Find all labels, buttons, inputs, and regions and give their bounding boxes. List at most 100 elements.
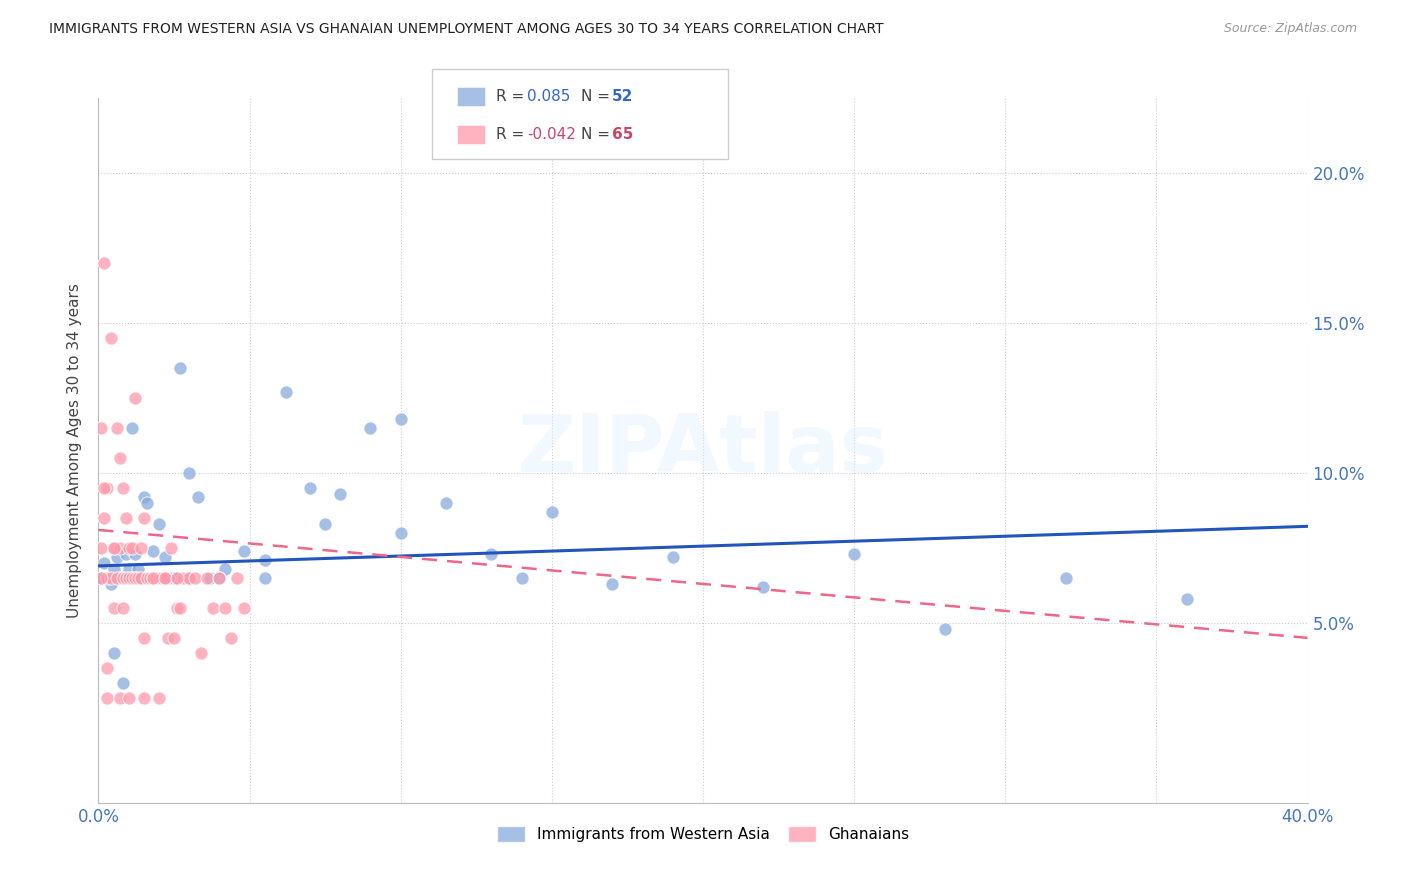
- Point: [114, 511, 136, 525]
- Point: [121, 571, 143, 585]
- Point: [481, 547, 503, 561]
- Point: [169, 600, 191, 615]
- Point: [602, 577, 624, 591]
- Point: [179, 466, 201, 480]
- Point: [96, 571, 118, 585]
- Point: [108, 450, 131, 465]
- Point: [103, 541, 125, 555]
- Point: [540, 505, 562, 519]
- Point: [156, 631, 179, 645]
- Point: [121, 541, 143, 555]
- Point: [127, 571, 149, 585]
- Point: [96, 481, 118, 495]
- Y-axis label: Unemployment Among Ages 30 to 34 years: Unemployment Among Ages 30 to 34 years: [67, 283, 83, 618]
- Point: [148, 516, 170, 531]
- Point: [208, 571, 231, 585]
- Point: [139, 571, 162, 585]
- Text: R =: R =: [496, 89, 530, 104]
- Point: [108, 571, 131, 585]
- Point: [90, 571, 112, 585]
- Text: 65: 65: [612, 127, 633, 142]
- Point: [214, 562, 236, 576]
- Point: [124, 547, 146, 561]
- Point: [253, 553, 276, 567]
- Point: [118, 562, 141, 576]
- Text: N =: N =: [581, 127, 614, 142]
- Point: [108, 541, 131, 555]
- Point: [389, 525, 412, 540]
- Text: ZIPAtlas: ZIPAtlas: [517, 411, 889, 490]
- Point: [195, 571, 218, 585]
- Text: R =: R =: [496, 127, 530, 142]
- Point: [114, 547, 136, 561]
- Point: [90, 571, 112, 585]
- Point: [179, 571, 201, 585]
- Point: [132, 690, 155, 705]
- Point: [90, 541, 112, 555]
- Point: [232, 544, 254, 558]
- Point: [314, 516, 336, 531]
- Point: [221, 631, 243, 645]
- Point: [232, 600, 254, 615]
- Point: [253, 571, 276, 585]
- Point: [153, 571, 176, 585]
- Point: [142, 571, 165, 585]
- Point: [118, 571, 141, 585]
- Point: [96, 690, 118, 705]
- Point: [434, 496, 457, 510]
- Point: [93, 511, 115, 525]
- Point: [103, 646, 125, 660]
- Text: Source: ZipAtlas.com: Source: ZipAtlas.com: [1223, 22, 1357, 36]
- Point: [118, 541, 141, 555]
- Point: [108, 690, 131, 705]
- Point: [844, 547, 866, 561]
- Point: [208, 571, 231, 585]
- Point: [214, 600, 236, 615]
- Point: [163, 631, 186, 645]
- Point: [172, 571, 194, 585]
- Point: [103, 562, 125, 576]
- Point: [187, 490, 209, 504]
- Text: 0.085: 0.085: [527, 89, 571, 104]
- Point: [145, 571, 167, 585]
- Point: [129, 541, 152, 555]
- Point: [100, 577, 122, 591]
- Point: [139, 571, 162, 585]
- Point: [274, 384, 297, 399]
- Point: [132, 631, 155, 645]
- Point: [150, 571, 173, 585]
- Point: [132, 490, 155, 504]
- Point: [105, 421, 128, 435]
- Text: -0.042: -0.042: [527, 127, 576, 142]
- Point: [200, 571, 222, 585]
- Point: [934, 622, 956, 636]
- Point: [100, 571, 122, 585]
- Point: [124, 571, 146, 585]
- Point: [329, 487, 352, 501]
- Point: [661, 549, 683, 564]
- Point: [111, 571, 134, 585]
- Point: [124, 571, 146, 585]
- Point: [142, 571, 165, 585]
- Point: [148, 690, 170, 705]
- Point: [166, 571, 188, 585]
- Point: [202, 600, 225, 615]
- Point: [100, 331, 122, 345]
- Point: [93, 556, 115, 570]
- Point: [90, 421, 112, 435]
- Point: [169, 361, 191, 376]
- Point: [160, 541, 183, 555]
- Point: [93, 481, 115, 495]
- Point: [118, 690, 141, 705]
- Point: [103, 541, 125, 555]
- Point: [135, 571, 157, 585]
- Point: [135, 496, 157, 510]
- Point: [93, 256, 115, 270]
- Point: [96, 661, 118, 675]
- Point: [166, 600, 188, 615]
- Point: [105, 571, 128, 585]
- Point: [752, 580, 775, 594]
- Point: [132, 511, 155, 525]
- Point: [114, 571, 136, 585]
- Text: IMMIGRANTS FROM WESTERN ASIA VS GHANAIAN UNEMPLOYMENT AMONG AGES 30 TO 34 YEARS : IMMIGRANTS FROM WESTERN ASIA VS GHANAIAN…: [49, 22, 884, 37]
